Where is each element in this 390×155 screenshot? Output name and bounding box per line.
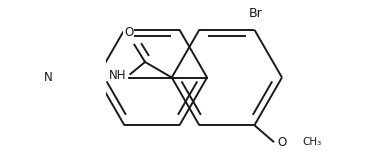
Text: N: N [43,71,52,84]
Text: Br: Br [248,7,262,20]
Text: O: O [124,26,133,39]
Text: O: O [278,136,287,149]
Text: CH₃: CH₃ [303,137,322,147]
Text: NH: NH [108,69,126,82]
